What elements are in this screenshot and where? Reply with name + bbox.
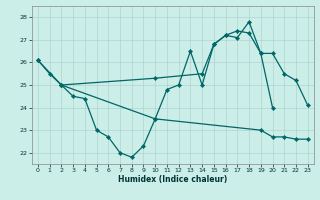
X-axis label: Humidex (Indice chaleur): Humidex (Indice chaleur) [118,175,228,184]
